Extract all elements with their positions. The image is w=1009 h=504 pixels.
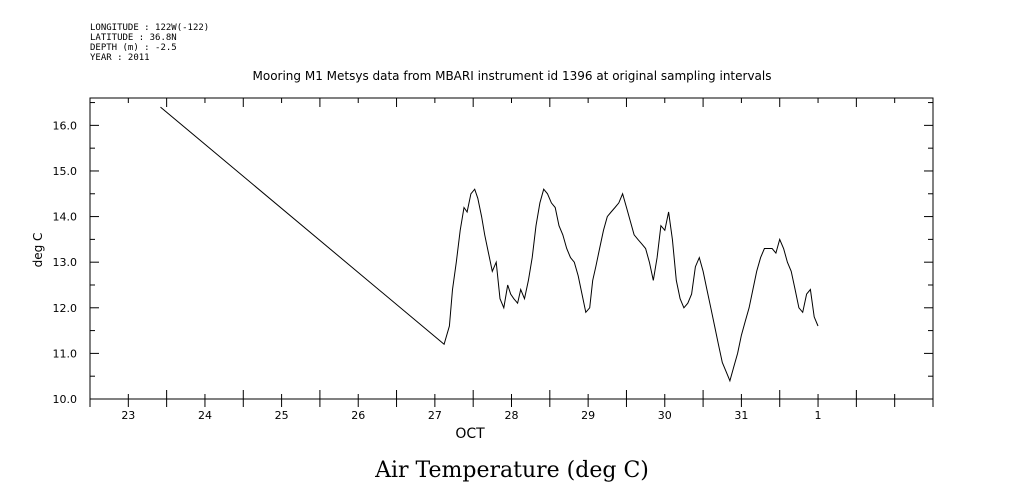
y-tick-label: 13.0 <box>53 256 78 269</box>
caption: Air Temperature (deg C) <box>374 458 649 483</box>
plot-frame <box>89 97 934 400</box>
meta-longitude: LONGITUDE : 122W(-122) <box>90 23 209 33</box>
x-axis-label: OCT <box>455 426 485 442</box>
y-tick-label: 14.0 <box>53 211 78 224</box>
x-axis: 23 24 25 26 27 28 29 30 31 1 <box>89 98 934 422</box>
x-tick-label: 1 <box>815 409 822 422</box>
y-tick-label: 15.0 <box>53 165 78 178</box>
meta-latitude: LATITUDE : 36.8N <box>90 33 177 43</box>
x-tick-label: 27 <box>428 409 442 422</box>
series-line <box>160 106 819 383</box>
x-tick-label: 23 <box>121 409 135 422</box>
x-tick-label: 26 <box>351 409 365 422</box>
y-axis-label: deg C <box>31 233 45 268</box>
y-tick-label: 12.0 <box>53 302 78 315</box>
y-axis: 10.0 11.0 12.0 13.0 14.0 15.0 16.0 <box>53 102 933 406</box>
meta-year: YEAR : 2011 <box>90 53 150 63</box>
chart-title: Mooring M1 Metsys data from MBARI instru… <box>253 69 772 83</box>
series-layer <box>160 106 819 383</box>
x-tick-label: 28 <box>505 409 519 422</box>
x-tick-label: 30 <box>658 409 672 422</box>
x-tick-label: 24 <box>198 409 212 422</box>
y-tick-label: 10.0 <box>53 393 78 406</box>
meta-depth: DEPTH (m) : -2.5 <box>90 43 177 53</box>
y-tick-label: 16.0 <box>53 119 78 132</box>
x-tick-label: 29 <box>581 409 595 422</box>
x-tick-label: 25 <box>275 409 289 422</box>
y-tick-label: 11.0 <box>53 347 78 360</box>
meta-info: LONGITUDE : 122W(-122) LATITUDE : 36.8N … <box>90 23 209 63</box>
x-tick-label: 31 <box>734 409 748 422</box>
